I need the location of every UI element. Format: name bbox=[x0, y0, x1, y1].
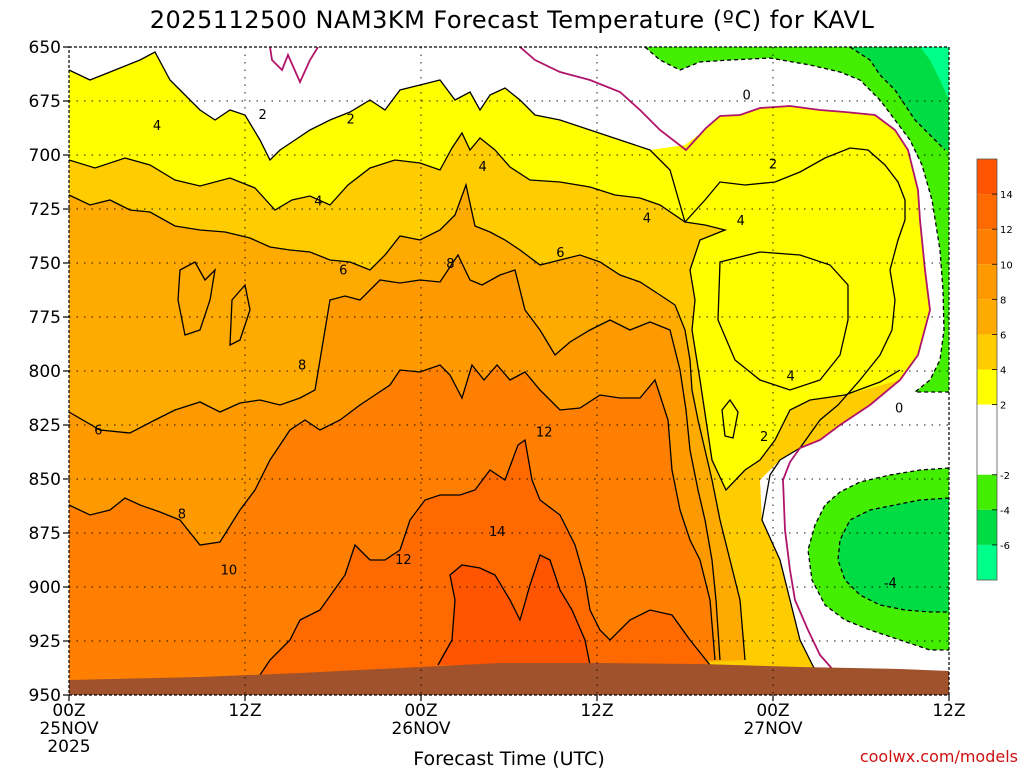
x-tick-label: 12Z bbox=[228, 701, 261, 721]
contour-label: 2 bbox=[769, 158, 777, 173]
isotherm-0 bbox=[269, 47, 931, 673]
credit-text: coolwx.com/models bbox=[860, 747, 1018, 766]
colorbar-band bbox=[977, 299, 997, 335]
y-tick-label: 700 bbox=[29, 146, 61, 166]
band-cold-minus4-minus6 bbox=[850, 47, 949, 150]
contour-label: 12 bbox=[536, 425, 553, 440]
isotherm-4-small-loop bbox=[721, 398, 739, 439]
terrain-ground bbox=[69, 663, 949, 695]
band-cold-minus6-minus8 bbox=[920, 47, 949, 100]
y-axis-ticks: 650 675 700 725 750 775 800 825 850 875 900 925 950 bbox=[29, 38, 69, 706]
y-tick-label: 875 bbox=[29, 524, 61, 544]
colorbar-tick-label: 12 bbox=[1000, 225, 1013, 236]
colorbar-band bbox=[977, 509, 997, 545]
colorbar-tick-label: -6 bbox=[1000, 541, 1010, 552]
band-cold-minus4-minus6-lower bbox=[838, 498, 949, 612]
contour-label: 4 bbox=[314, 194, 322, 209]
x-tick-label: 12Z bbox=[932, 701, 965, 721]
isotherm-12 bbox=[249, 438, 711, 691]
colorbar-tick-label: 14 bbox=[1000, 190, 1013, 201]
contour-label: 10 bbox=[221, 564, 238, 579]
y-tick-label: 825 bbox=[29, 416, 61, 436]
contour-labels: 2 2 4 4 4 4 4 4 0 0 2 2 6 6 6 8 8 8 10 12 12 14 -4 bbox=[94, 89, 903, 592]
contour-label: 8 bbox=[446, 257, 454, 272]
x-tick-date: 25NOV bbox=[39, 719, 98, 739]
contour-label: 6 bbox=[339, 263, 347, 278]
colorbar-band bbox=[977, 264, 997, 300]
isotherm-10 bbox=[69, 363, 716, 661]
colorbar-tick-label: 4 bbox=[1000, 366, 1006, 377]
colorbar-band bbox=[977, 194, 997, 230]
contour-label: 6 bbox=[556, 246, 564, 261]
contour-label: -4 bbox=[884, 577, 897, 592]
y-tick-label: 725 bbox=[29, 200, 61, 220]
contour-label: 4 bbox=[643, 212, 651, 227]
contour-label: 4 bbox=[153, 119, 161, 134]
x-tick-label: 12Z bbox=[580, 701, 613, 721]
colorbar-tick-label: -4 bbox=[1000, 506, 1010, 517]
contour-label: 12 bbox=[395, 553, 412, 568]
isotherm-minus4 bbox=[837, 47, 949, 613]
x-tick-date: 27NOV bbox=[743, 719, 802, 739]
contour-label: 14 bbox=[489, 525, 506, 540]
colorbar-band bbox=[977, 159, 997, 195]
x-tick-label: 00Z bbox=[404, 701, 437, 721]
contour-label: 4 bbox=[478, 160, 486, 175]
contour-label: 0 bbox=[895, 402, 903, 417]
y-tick-label: 775 bbox=[29, 308, 61, 328]
contour-label: 8 bbox=[298, 359, 306, 374]
contour-label: 8 bbox=[178, 508, 186, 523]
grid-lines bbox=[69, 47, 949, 695]
y-tick-label: 750 bbox=[29, 254, 61, 274]
chart-title: 2025112500 NAM3KM Forecast Temperature (… bbox=[150, 6, 875, 34]
isotherm-6 bbox=[69, 182, 746, 661]
colorbar-tick-label: 2 bbox=[1000, 401, 1006, 412]
colorbar-band bbox=[977, 474, 997, 510]
contour-label: 4 bbox=[786, 369, 794, 384]
isotherm-minus2 bbox=[644, 47, 949, 651]
isotherm-6-upper-left-loop bbox=[177, 261, 216, 336]
y-tick-label: 800 bbox=[29, 362, 61, 382]
colorbar-band bbox=[977, 369, 997, 405]
y-tick-label: 675 bbox=[29, 92, 61, 112]
contour-label: 4 bbox=[737, 214, 745, 229]
colorbar-tick-label: 8 bbox=[1000, 295, 1006, 306]
colorbar: 14 12 10 8 6 4 2 -2 -4 -6 bbox=[976, 158, 1013, 581]
y-tick-label: 925 bbox=[29, 632, 61, 652]
x-axis-title: Forecast Time (UTC) bbox=[413, 748, 604, 768]
contour-label: 6 bbox=[94, 423, 102, 438]
colorbar-band bbox=[977, 544, 997, 580]
colorbar-tick-label: 6 bbox=[1000, 330, 1006, 341]
band-warm-14-16 bbox=[438, 555, 590, 665]
x-tick-label: 00Z bbox=[756, 701, 789, 721]
contour-label: 2 bbox=[760, 430, 768, 445]
contour-label: 2 bbox=[346, 112, 354, 127]
colorbar-band bbox=[977, 334, 997, 370]
y-tick-label: 900 bbox=[29, 578, 61, 598]
plot-area: 2 2 4 4 4 4 4 4 0 0 2 2 6 6 6 8 8 8 10 12 12 14 -4 bbox=[69, 47, 949, 695]
x-tick-label: 00Z bbox=[52, 701, 85, 721]
colorbar-tick-label: -2 bbox=[1000, 471, 1010, 482]
isotherm-4 bbox=[69, 131, 901, 492]
colorbar-tick-label: 10 bbox=[1000, 260, 1013, 271]
colorbar-band bbox=[977, 229, 997, 265]
x-tick-date: 26NOV bbox=[391, 719, 450, 739]
y-tick-label: 850 bbox=[29, 470, 61, 490]
isotherm-4-right-loop bbox=[717, 251, 849, 391]
y-tick-label: 950 bbox=[29, 686, 61, 706]
isotherm-8 bbox=[69, 253, 721, 661]
contour-label: 0 bbox=[742, 89, 750, 104]
colorbar-band bbox=[977, 404, 997, 475]
x-tick-year: 2025 bbox=[47, 737, 90, 757]
contour-label: 2 bbox=[258, 108, 266, 123]
y-tick-label: 650 bbox=[29, 38, 61, 58]
isotherm-2 bbox=[69, 51, 906, 671]
